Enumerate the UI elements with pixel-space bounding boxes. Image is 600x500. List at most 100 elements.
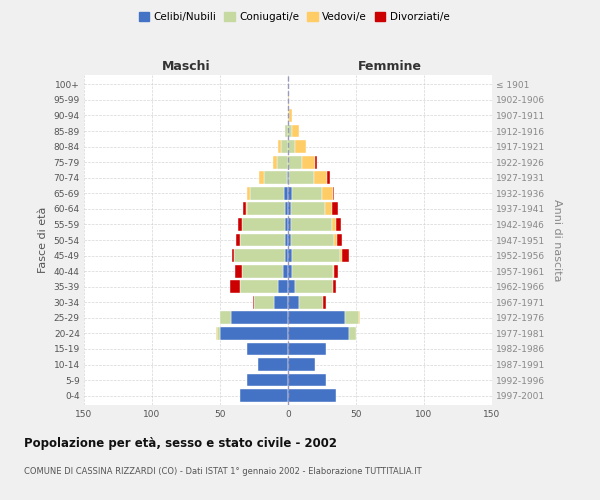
Bar	[299, 296, 323, 308]
Bar	[322, 187, 333, 200]
Bar	[220, 312, 231, 324]
Bar	[291, 202, 325, 215]
Bar	[302, 156, 315, 168]
Bar	[281, 140, 288, 153]
Bar	[323, 296, 326, 308]
Bar	[220, 327, 288, 340]
Bar	[332, 218, 335, 231]
Text: Popolazione per età, sesso e stato civile - 2002: Popolazione per età, sesso e stato civil…	[24, 438, 337, 450]
Bar	[216, 327, 217, 340]
Bar	[287, 172, 288, 184]
Bar	[291, 234, 334, 246]
Bar	[285, 124, 288, 138]
Text: Femmine: Femmine	[358, 60, 422, 74]
Bar	[285, 202, 288, 215]
Bar	[332, 202, 338, 215]
Bar	[288, 296, 299, 308]
Bar	[288, 124, 292, 138]
Bar	[288, 327, 349, 340]
Bar	[349, 327, 356, 340]
Bar	[288, 234, 291, 246]
Text: COMUNE DI CASSINA RIZZARDI (CO) - Dati ISTAT 1° gennaio 2002 - Elaborazione TUTT: COMUNE DI CASSINA RIZZARDI (CO) - Dati I…	[24, 468, 422, 476]
Bar	[333, 280, 335, 293]
Bar	[288, 140, 295, 153]
Bar	[292, 187, 322, 200]
Bar	[288, 358, 315, 371]
Bar	[242, 264, 283, 278]
Bar	[247, 202, 285, 215]
Bar	[291, 218, 332, 231]
Bar	[241, 280, 278, 293]
Bar	[292, 264, 333, 278]
Bar	[289, 172, 314, 184]
Bar	[288, 390, 335, 402]
Bar	[250, 187, 284, 200]
Bar	[253, 296, 254, 308]
Bar	[333, 187, 334, 200]
Bar	[232, 249, 233, 262]
Bar	[233, 249, 285, 262]
Bar	[263, 172, 287, 184]
Bar	[288, 342, 326, 355]
Bar	[288, 202, 291, 215]
Bar	[246, 202, 247, 215]
Bar	[292, 249, 340, 262]
Bar	[325, 202, 332, 215]
Bar	[334, 264, 338, 278]
Bar	[288, 249, 292, 262]
Bar	[236, 234, 241, 246]
Bar	[288, 109, 289, 122]
Bar	[273, 156, 277, 168]
Bar	[217, 327, 220, 340]
Bar	[288, 94, 289, 106]
Bar	[288, 172, 289, 184]
Bar	[277, 156, 288, 168]
Bar	[247, 374, 288, 386]
Bar	[247, 342, 288, 355]
Bar	[247, 187, 250, 200]
Bar	[241, 234, 285, 246]
Bar	[289, 109, 292, 122]
Bar	[278, 140, 281, 153]
Bar	[337, 234, 343, 246]
Bar	[259, 172, 263, 184]
Bar	[231, 312, 288, 324]
Bar	[288, 156, 302, 168]
Bar	[288, 264, 292, 278]
Bar	[288, 187, 292, 200]
Bar	[315, 156, 317, 168]
Bar	[288, 218, 291, 231]
Y-axis label: Fasce di età: Fasce di età	[38, 207, 48, 273]
Bar	[340, 249, 343, 262]
Bar	[285, 218, 288, 231]
Bar	[288, 312, 345, 324]
Bar	[295, 280, 333, 293]
Legend: Celibi/Nubili, Coniugati/e, Vedovi/e, Divorziati/e: Celibi/Nubili, Coniugati/e, Vedovi/e, Di…	[134, 8, 454, 26]
Bar	[345, 312, 359, 324]
Bar	[333, 264, 334, 278]
Bar	[274, 296, 288, 308]
Bar	[242, 218, 285, 231]
Bar	[343, 249, 349, 262]
Bar	[283, 264, 288, 278]
Bar	[238, 218, 242, 231]
Text: Maschi: Maschi	[161, 60, 211, 74]
Bar	[258, 358, 288, 371]
Bar	[295, 140, 305, 153]
Bar	[254, 296, 274, 308]
Bar	[278, 280, 288, 293]
Bar	[288, 280, 295, 293]
Bar	[284, 187, 288, 200]
Bar	[334, 234, 337, 246]
Bar	[314, 172, 328, 184]
Bar	[230, 280, 241, 293]
Bar	[235, 264, 242, 278]
Bar	[241, 390, 288, 402]
Bar	[328, 172, 330, 184]
Bar	[288, 374, 326, 386]
Bar	[285, 249, 288, 262]
Bar	[243, 202, 246, 215]
Bar	[335, 218, 341, 231]
Bar	[292, 124, 299, 138]
Y-axis label: Anni di nascita: Anni di nascita	[552, 198, 562, 281]
